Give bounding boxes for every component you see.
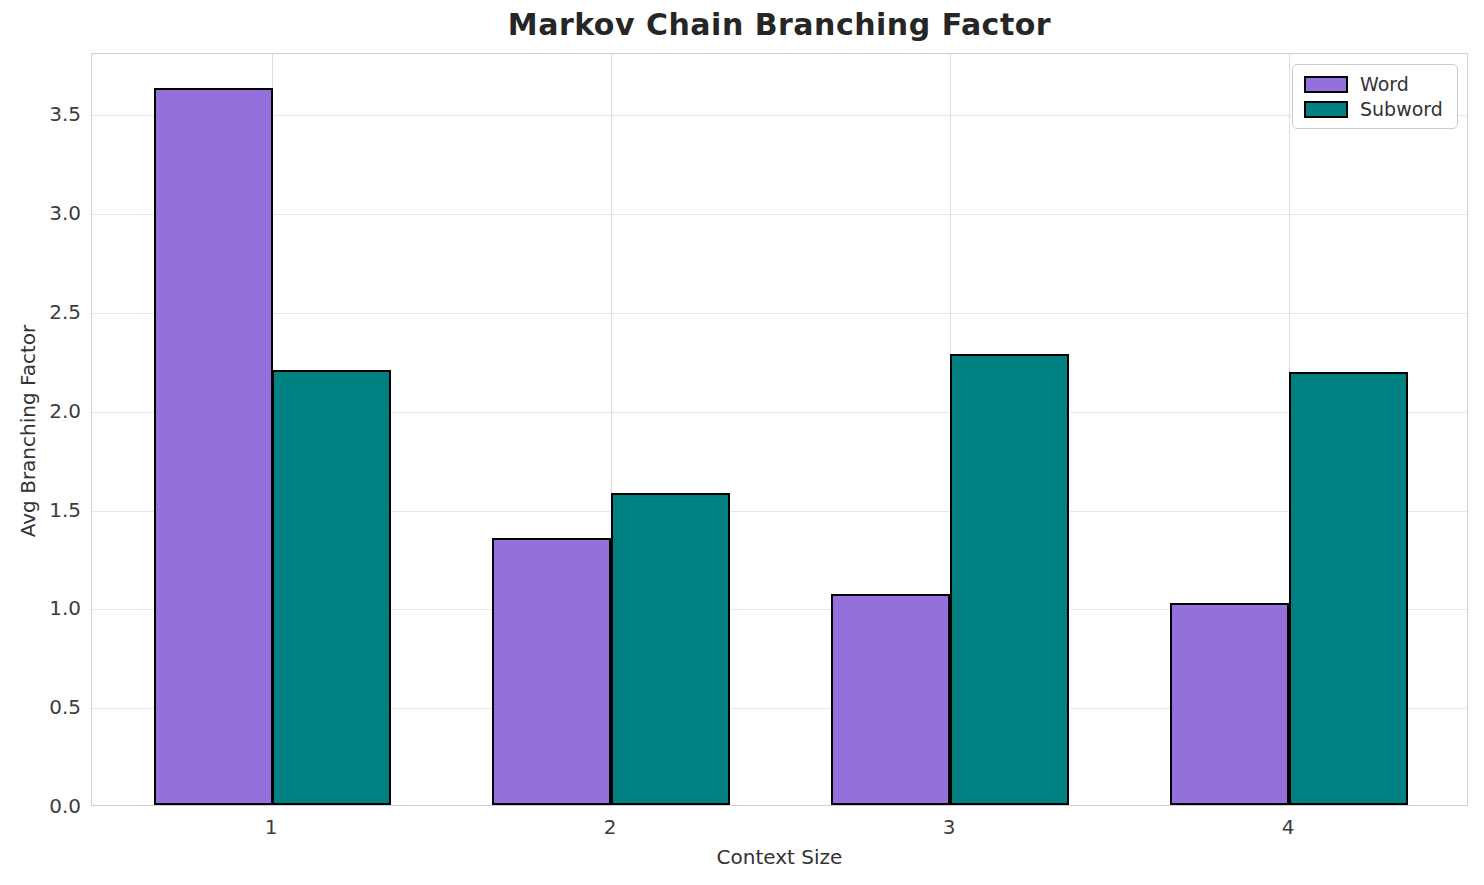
bar-subword-3 bbox=[950, 354, 1069, 805]
y-axis-label: Avg Branching Factor bbox=[15, 281, 41, 581]
plot-area bbox=[91, 53, 1468, 806]
x-tick-label: 3 bbox=[909, 814, 989, 840]
legend-label-word: Word bbox=[1360, 73, 1409, 95]
y-tick-label: 0.5 bbox=[0, 695, 81, 719]
bar-subword-2 bbox=[611, 493, 730, 805]
y-gridline bbox=[92, 115, 1467, 116]
y-tick-label: 2.5 bbox=[0, 300, 81, 324]
bar-word-1 bbox=[154, 88, 273, 805]
legend-swatch-subword-icon bbox=[1304, 101, 1348, 118]
bar-subword-1 bbox=[272, 370, 391, 805]
x-tick-label: 4 bbox=[1248, 814, 1328, 840]
y-tick-label: 3.0 bbox=[0, 201, 81, 225]
x-tick-label: 2 bbox=[570, 814, 650, 840]
legend-swatch-word-icon bbox=[1304, 76, 1348, 93]
y-tick-label: 1.5 bbox=[0, 498, 81, 522]
legend-label-subword: Subword bbox=[1360, 98, 1443, 120]
bar-subword-4 bbox=[1289, 372, 1408, 805]
legend: Word Subword bbox=[1292, 64, 1458, 129]
bar-word-4 bbox=[1170, 603, 1289, 805]
y-tick-label: 0.0 bbox=[0, 794, 81, 818]
y-tick-label: 3.5 bbox=[0, 102, 81, 126]
x-tick-label: 1 bbox=[231, 814, 311, 840]
y-gridline bbox=[92, 214, 1467, 215]
y-tick-label: 2.0 bbox=[0, 399, 81, 423]
legend-entry-subword: Subword bbox=[1304, 98, 1446, 120]
x-axis-label: Context Size bbox=[91, 845, 1468, 869]
chart-title: Markov Chain Branching Factor bbox=[91, 7, 1468, 42]
bar-word-3 bbox=[831, 594, 950, 805]
figure: Markov Chain Branching Factor Avg Branch… bbox=[0, 0, 1484, 885]
bar-word-2 bbox=[492, 538, 611, 805]
y-tick-label: 1.0 bbox=[0, 596, 81, 620]
y-gridline bbox=[92, 313, 1467, 314]
legend-entry-word: Word bbox=[1304, 73, 1446, 95]
